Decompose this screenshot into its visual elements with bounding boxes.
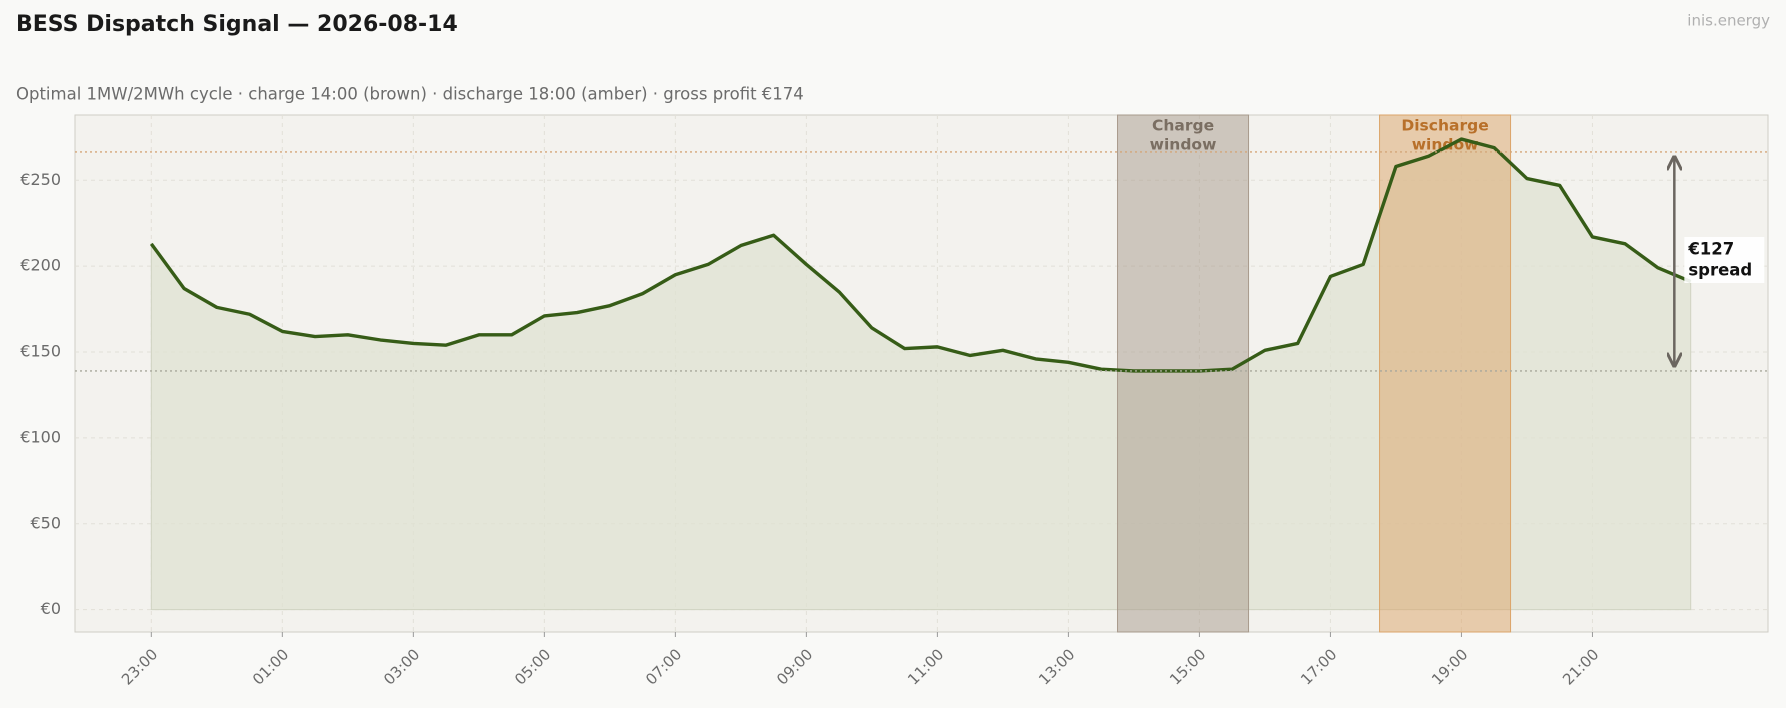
- window-label: Discharge: [1401, 117, 1488, 135]
- annotation-box: [1684, 237, 1765, 283]
- y-tick-label: €0: [41, 599, 61, 618]
- annotation-text: spread: [1688, 261, 1752, 280]
- y-tick-label: €200: [20, 256, 61, 275]
- y-tick-label: €100: [20, 427, 61, 446]
- price-line: [149, 137, 1692, 373]
- chart-title: BESS Dispatch Signal — 2026-08-14: [16, 12, 458, 37]
- chart-subtitle: Optimal 1MW/2MWh cycle · charge 14:00 (b…: [16, 85, 804, 104]
- window-band: [1379, 114, 1512, 633]
- window-label: Charge: [1152, 117, 1214, 135]
- y-tick-label: €50: [30, 513, 61, 532]
- annotation-text: €127: [1687, 240, 1734, 259]
- window-band: [1117, 114, 1250, 633]
- window-label: window: [1150, 136, 1217, 154]
- y-tick-label: €250: [20, 170, 61, 189]
- y-tick-label: €150: [20, 342, 61, 361]
- window-label: window: [1412, 136, 1479, 154]
- brand: inis.energy: [1687, 12, 1770, 30]
